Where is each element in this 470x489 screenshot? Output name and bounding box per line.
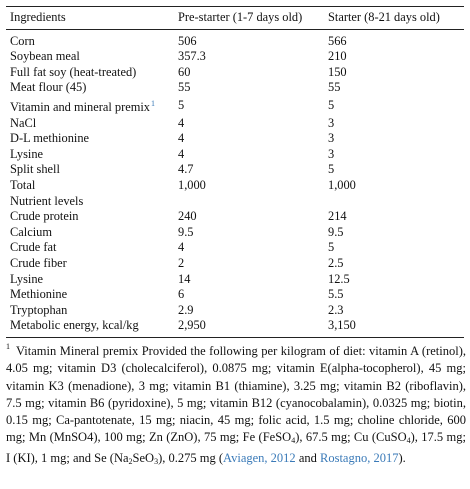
footnote-number: 1 xyxy=(6,342,10,351)
footnote-text: Vitamin Mineral premix Provided the foll… xyxy=(6,344,466,445)
header-starter: Starter (8-21 days old) xyxy=(328,6,464,30)
starter-value xyxy=(328,194,464,210)
pre-starter-value xyxy=(178,194,328,210)
starter-value: 55 xyxy=(328,80,341,95)
row-label: Nutrient levels xyxy=(10,193,84,208)
table-row: Lysine 4 3 xyxy=(6,147,464,163)
row-label: D-L methionine xyxy=(10,131,90,146)
pre-starter-value: 5 xyxy=(178,97,185,112)
table-row: Methionine 6 5.5 xyxy=(6,287,464,303)
diet-composition-table: Ingredients Pre-starter (1-7 days old) S… xyxy=(6,6,464,338)
row-label: Lysine xyxy=(10,271,44,286)
table-row: D-L methionine 4 3 xyxy=(6,131,464,147)
row-label: Lysine xyxy=(10,146,44,161)
subscript: 4 xyxy=(291,436,296,446)
starter-value: 5 xyxy=(328,240,335,255)
starter-value: 5.5 xyxy=(328,287,344,302)
starter-value: 214 xyxy=(328,209,347,224)
starter-value: 9.5 xyxy=(328,224,344,239)
row-label: Crude protein xyxy=(10,209,79,224)
pre-starter-value: 4 xyxy=(178,115,185,130)
row-label: Methionine xyxy=(10,287,68,302)
pre-starter-value: 4 xyxy=(178,240,185,255)
footnote-text: SeO xyxy=(132,450,155,465)
row-label: Crude fat xyxy=(10,240,57,255)
row-label: Metabolic energy, kcal/kg xyxy=(6,318,178,338)
pre-starter-value: 4.7 xyxy=(178,162,194,177)
pre-starter-value: 2 xyxy=(178,255,185,270)
pre-starter-value: 55 xyxy=(178,80,191,95)
starter-value: 5 xyxy=(328,97,335,112)
row-label: Total xyxy=(10,177,36,192)
footnote-text: ), 0.275 mg ( xyxy=(158,450,224,465)
table-row: NaCl 4 3 xyxy=(6,116,464,132)
table-body: Corn 506 566 Soybean meal 357.3 210 Full fat s… xyxy=(6,29,464,338)
pre-starter-value: 357.3 xyxy=(178,49,206,64)
table-row: Crude fat 4 5 xyxy=(6,240,464,256)
subscript: 4 xyxy=(406,436,411,446)
table-row: Total 1,000 1,000 xyxy=(6,178,464,194)
table-row: Calcium 9.5 9.5 xyxy=(6,225,464,241)
table-row: Vitamin and mineral premix1 5 5 xyxy=(6,96,464,116)
pre-starter-value: 240 xyxy=(178,209,197,224)
subscript: 2 xyxy=(128,456,133,466)
table-row: Meat flour (45) 55 55 xyxy=(6,80,464,96)
starter-value: 3 xyxy=(328,131,335,146)
citation-link[interactable]: Rostagno, 2017 xyxy=(320,450,399,465)
row-label: Crude fiber xyxy=(10,255,67,270)
subscript: 3 xyxy=(154,456,159,466)
starter-value: 3 xyxy=(328,115,335,130)
starter-value: 210 xyxy=(328,49,347,64)
footnote-mark[interactable]: 1 xyxy=(151,98,155,108)
footnote-text: ), 17.5 mg; I (KI), 1 mg; and Se (Na xyxy=(6,430,467,465)
table-row: Full fat soy (heat-treated) 60 150 xyxy=(6,65,464,81)
table-row: Corn 506 566 xyxy=(6,29,464,49)
row-label: Tryptophan xyxy=(10,302,68,317)
table-row: Lysine 14 12.5 xyxy=(6,272,464,288)
table-row: Split shell 4.7 5 xyxy=(6,162,464,178)
table-row: Crude fiber 2 2.5 xyxy=(6,256,464,272)
pre-starter-value: 2,950 xyxy=(178,318,328,338)
table-row: Soybean meal 357.3 210 xyxy=(6,49,464,65)
table-row: Crude protein 240 214 xyxy=(6,209,464,225)
table-header-row: Ingredients Pre-starter (1-7 days old) S… xyxy=(6,6,464,30)
row-label: Split shell xyxy=(10,162,60,177)
pre-starter-value: 14 xyxy=(178,271,191,286)
starter-value: 1,000 xyxy=(328,177,356,192)
footnote: 1 Vitamin Mineral premix Provided the fol… xyxy=(6,338,466,470)
starter-value: 566 xyxy=(328,33,347,48)
starter-value: 2.5 xyxy=(328,255,344,270)
footnote-text: and xyxy=(295,450,320,465)
starter-value: 150 xyxy=(328,64,347,79)
table-row: Nutrient levels xyxy=(6,194,464,210)
row-label: Soybean meal xyxy=(10,49,80,64)
header-pre-starter: Pre-starter (1-7 days old) xyxy=(178,6,328,30)
starter-value: 5 xyxy=(328,162,335,177)
row-label: Meat flour (45) xyxy=(10,80,87,95)
starter-value: 3 xyxy=(328,146,335,161)
starter-value: 3,150 xyxy=(328,318,464,338)
row-label: NaCl xyxy=(10,115,37,130)
header-ingredients: Ingredients xyxy=(6,6,178,30)
citation-link[interactable]: Aviagen, 2012 xyxy=(223,450,296,465)
pre-starter-value: 1,000 xyxy=(178,177,206,192)
row-label: Corn xyxy=(10,33,35,48)
starter-value: 12.5 xyxy=(328,271,350,286)
table-row: Metabolic energy, kcal/kg 2,950 3,150 xyxy=(6,318,464,338)
starter-value: 2.3 xyxy=(328,302,344,317)
pre-starter-value: 4 xyxy=(178,146,185,161)
table-row: Tryptophan 2.9 2.3 xyxy=(6,303,464,319)
pre-starter-value: 60 xyxy=(178,64,191,79)
footnote-text: ), 67.5 mg; Cu (CuSO xyxy=(295,430,407,445)
pre-starter-value: 2.9 xyxy=(178,302,194,317)
pre-starter-value: 6 xyxy=(178,287,185,302)
row-label: Vitamin and mineral premix1 xyxy=(10,98,155,114)
pre-starter-value: 9.5 xyxy=(178,224,194,239)
footnote-text: ). xyxy=(398,450,406,465)
pre-starter-value: 4 xyxy=(178,131,185,146)
row-label: Calcium xyxy=(10,224,52,239)
row-label: Full fat soy (heat-treated) xyxy=(10,64,137,79)
pre-starter-value: 506 xyxy=(178,33,197,48)
